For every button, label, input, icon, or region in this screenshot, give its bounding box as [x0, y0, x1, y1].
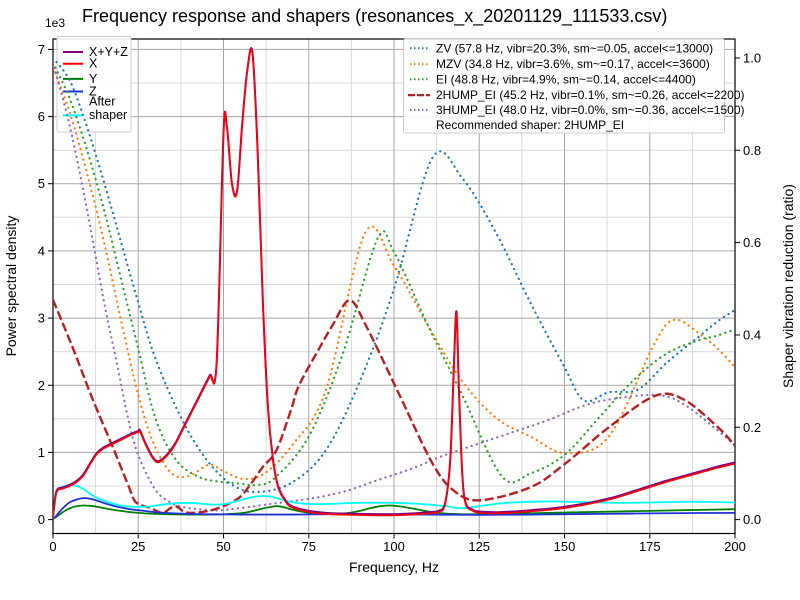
- svg-text:4: 4: [38, 243, 45, 258]
- svg-text:2HUMP_EI (45.2 Hz, vibr=0.1%,: 2HUMP_EI (45.2 Hz, vibr=0.1%, sm~=0.26, …: [436, 88, 745, 102]
- svg-text:3HUMP_EI (48.0 Hz, vibr=0.0%,: 3HUMP_EI (48.0 Hz, vibr=0.0%, sm~=0.36, …: [436, 103, 745, 117]
- svg-text:0: 0: [38, 512, 45, 527]
- svg-text:50: 50: [216, 539, 230, 554]
- svg-text:0.6: 0.6: [743, 235, 761, 250]
- svg-text:1.0: 1.0: [743, 51, 761, 66]
- svg-text:Frequency response and shapers: Frequency response and shapers (resonanc…: [82, 6, 667, 27]
- svg-text:200: 200: [724, 539, 746, 554]
- svg-text:1e3: 1e3: [45, 16, 65, 30]
- svg-text:100: 100: [383, 539, 405, 554]
- svg-text:7: 7: [38, 42, 45, 57]
- svg-text:25: 25: [131, 539, 145, 554]
- svg-text:MZV (34.8 Hz, vibr=3.6%, sm~=0: MZV (34.8 Hz, vibr=3.6%, sm~=0.17, accel…: [436, 57, 710, 71]
- svg-text:6: 6: [38, 109, 45, 124]
- svg-text:Recommended shaper: 2HUMP_EI: Recommended shaper: 2HUMP_EI: [436, 118, 624, 132]
- svg-text:150: 150: [554, 539, 576, 554]
- svg-text:125: 125: [468, 539, 490, 554]
- svg-text:After: After: [89, 95, 115, 109]
- svg-text:75: 75: [302, 539, 316, 554]
- svg-text:175: 175: [639, 539, 661, 554]
- svg-text:5: 5: [38, 176, 45, 191]
- svg-text:0: 0: [49, 539, 56, 554]
- svg-text:X: X: [89, 57, 98, 71]
- svg-text:ZV (57.8 Hz, vibr=20.3%, sm~=0: ZV (57.8 Hz, vibr=20.3%, sm~=0.05, accel…: [436, 41, 713, 55]
- svg-text:0.0: 0.0: [743, 512, 761, 527]
- svg-text:1: 1: [38, 445, 45, 460]
- svg-text:2: 2: [38, 378, 45, 393]
- svg-text:0.4: 0.4: [743, 328, 761, 343]
- svg-text:Frequency, Hz: Frequency, Hz: [349, 559, 439, 575]
- svg-text:shaper: shaper: [89, 108, 127, 122]
- svg-text:EI (48.8 Hz, vibr=4.9%, sm~=0.: EI (48.8 Hz, vibr=4.9%, sm~=0.14, accel<…: [436, 72, 696, 86]
- svg-text:0.8: 0.8: [743, 143, 761, 158]
- svg-text:Power spectral density: Power spectral density: [3, 216, 19, 357]
- svg-text:3: 3: [38, 311, 45, 326]
- svg-text:Shaper vibration reduction (ra: Shaper vibration reduction (ratio): [780, 184, 796, 388]
- svg-text:0.2: 0.2: [743, 420, 761, 435]
